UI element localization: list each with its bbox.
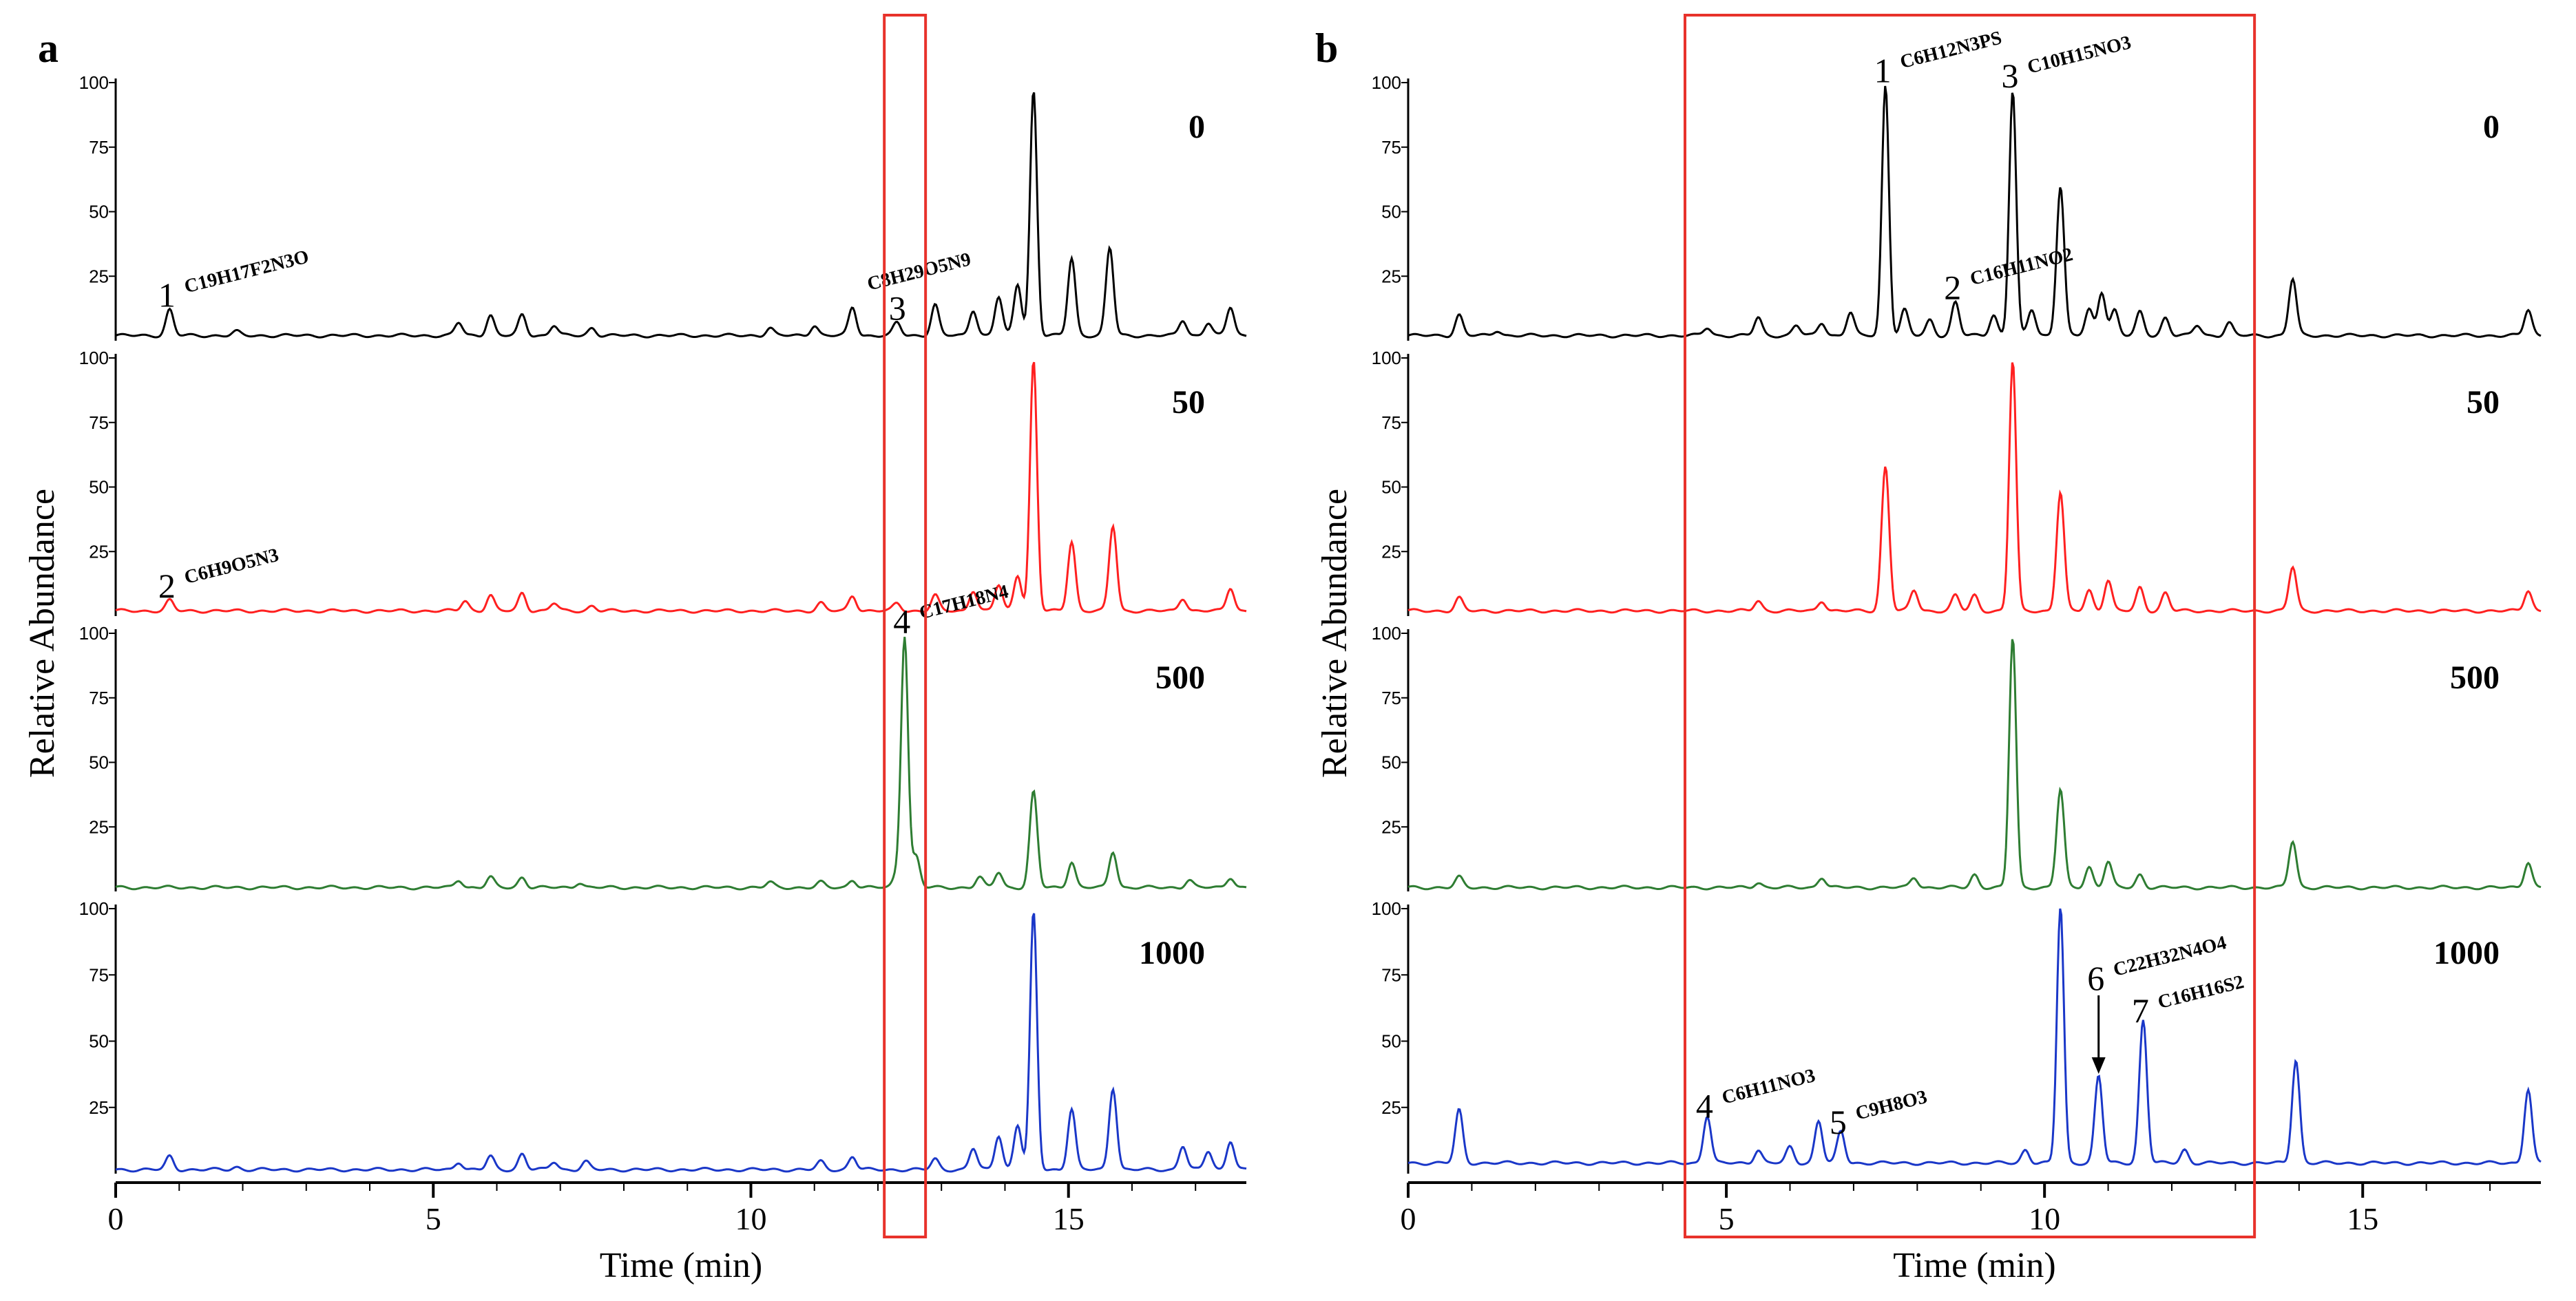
x-tick-label: 5 (426, 1201, 441, 1236)
y-tick-label: 75 (1381, 688, 1401, 708)
concentration-label: 50 (1172, 384, 1205, 421)
y-tick-label: 50 (1381, 752, 1401, 773)
panel-letter: a (38, 25, 59, 71)
y-tick-label: 75 (1381, 964, 1401, 985)
x-tick-label: 0 (108, 1201, 124, 1236)
x-tick-label: 15 (2347, 1201, 2378, 1236)
y-tick-label: 25 (89, 541, 109, 562)
peak-number: 4 (1696, 1087, 1713, 1125)
y-tick-label: 50 (89, 1031, 109, 1052)
concentration-label: 500 (1155, 659, 1205, 696)
concentration-label: 50 (2467, 384, 2500, 421)
trace-500: 25 50 75 100 500 (1372, 623, 2542, 891)
peak-formula: C19H17F2N3O (182, 246, 311, 297)
y-tick-label: 100 (79, 898, 109, 919)
y-tick-label: 75 (89, 137, 109, 158)
y-tick-label: 25 (1381, 1097, 1401, 1118)
y-tick-label: 50 (1381, 477, 1401, 498)
concentration-label: 500 (2450, 659, 2500, 696)
y-tick-label: 75 (89, 688, 109, 708)
trace-1000: 25 50 75 100 1000 (79, 898, 1247, 1174)
y-tick-label: 75 (1381, 412, 1401, 433)
x-axis-label: Time (min) (600, 1246, 762, 1285)
trace-line (1407, 85, 2542, 339)
concentration-label: 1000 (2433, 935, 2500, 971)
trace-1000: 25 50 75 100 1000 4 C6H11NO3 5 C9H8O3 6 C22H32N4O4… (1372, 898, 2542, 1174)
y-tick-label: 100 (79, 72, 109, 93)
y-tick-label: 25 (89, 266, 109, 286)
peak-number: 2 (1944, 268, 1961, 306)
x-axis-label: Time (min) (1893, 1246, 2055, 1285)
y-tick-label: 50 (89, 752, 109, 773)
trace-line (115, 913, 1247, 1173)
trace-line (1407, 908, 2542, 1166)
y-tick-label: 25 (1381, 266, 1401, 286)
highlight-box (1684, 14, 2256, 1238)
peak-number: 2 (158, 567, 176, 605)
y-tick-label: 100 (79, 623, 109, 644)
highlight-box (883, 14, 928, 1238)
x-tick-label: 10 (2029, 1201, 2060, 1236)
y-tick-label: 100 (1372, 898, 1401, 919)
peak-formula: C22H32N4O4 (2111, 932, 2229, 981)
x-tick-label: 10 (735, 1201, 766, 1236)
trace-line (115, 92, 1247, 339)
peak-formula: C6H11NO3 (1720, 1065, 1818, 1109)
y-tick-label: 100 (1372, 623, 1401, 644)
annotation-arrow-head (2091, 1057, 2106, 1074)
y-tick-label: 25 (89, 816, 109, 837)
peak-number: 7 (2132, 991, 2149, 1030)
y-axis-label: Relative Abundance (1315, 489, 1354, 778)
peak-formula: C10H15NO3 (2025, 32, 2133, 78)
peak-number: 5 (1830, 1103, 1847, 1141)
y-tick-label: 75 (1381, 137, 1401, 158)
peak-number: 4 (893, 602, 910, 640)
trace-50: 25 50 75 100 50 (1372, 348, 2542, 616)
concentration-label: 1000 (1139, 935, 1205, 971)
peak-number: 6 (2087, 959, 2104, 997)
trace-50: 25 50 75 100 50 2 C6H9O5N3 (79, 348, 1247, 616)
concentration-label: 0 (2483, 109, 2500, 145)
trace-line (1407, 639, 2542, 891)
trace-line (115, 361, 1247, 614)
peak-formula: C16H16S2 (2156, 971, 2246, 1013)
peak-number: 1 (158, 276, 176, 315)
y-tick-label: 25 (1381, 816, 1401, 837)
y-tick-label: 75 (89, 964, 109, 985)
trace-line (1407, 362, 2542, 614)
y-tick-label: 50 (89, 477, 109, 498)
peak-number: 3 (889, 288, 906, 327)
peak-formula: C9H8O3 (1854, 1086, 1929, 1125)
peak-number: 3 (2001, 56, 2018, 95)
panel-letter: b (1315, 25, 1338, 71)
concentration-label: 0 (1188, 109, 1205, 145)
y-tick-label: 100 (79, 348, 109, 368)
y-tick-label: 50 (1381, 1031, 1401, 1052)
y-tick-label: 25 (89, 1097, 109, 1118)
peak-number: 1 (1874, 51, 1892, 89)
x-tick-label: 0 (1401, 1201, 1416, 1236)
peak-formula: C17H18N4 (917, 581, 1011, 624)
peak-formula: C6H9O5N3 (182, 544, 281, 589)
y-tick-label: 100 (1372, 72, 1401, 93)
peak-formula: C16H11NO2 (1968, 244, 2075, 290)
peak-formula: C8H29O5N9 (865, 248, 973, 295)
trace-500: 25 50 75 100 500 4 C17H18N4 (79, 581, 1247, 891)
y-tick-label: 25 (1381, 541, 1401, 562)
peak-formula: C6H12N3PS (1898, 27, 2004, 73)
y-tick-label: 75 (89, 412, 109, 433)
y-tick-label: 50 (1381, 202, 1401, 222)
x-tick-label: 5 (1719, 1201, 1735, 1236)
y-tick-label: 100 (1372, 348, 1401, 368)
trace-0: 25 50 75 100 0 1 C6H12N3PS 2 C16H11NO2 3 C10H15NO3 (1372, 27, 2542, 341)
y-axis-label: Relative Abundance (23, 489, 62, 778)
y-tick-label: 50 (89, 202, 109, 222)
x-tick-label: 15 (1053, 1201, 1085, 1236)
trace-line (115, 637, 1247, 891)
